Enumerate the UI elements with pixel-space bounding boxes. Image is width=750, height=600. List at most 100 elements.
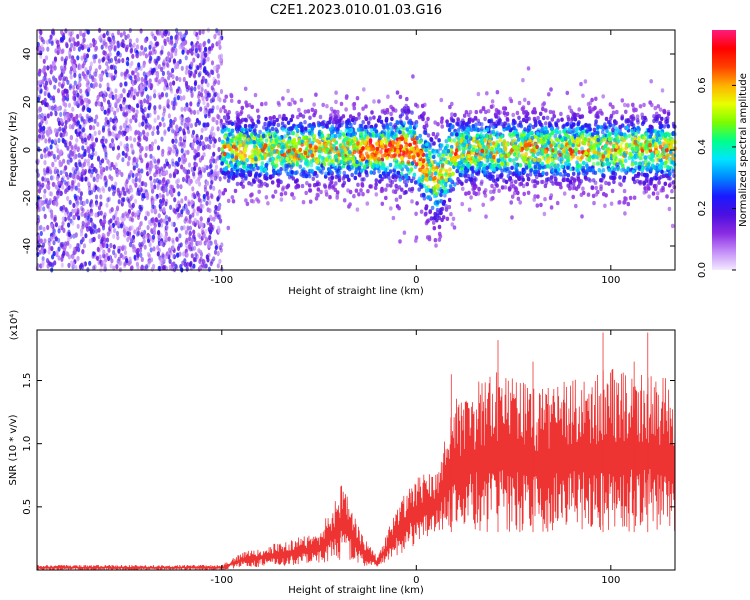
spectrogram-cell (42, 125, 46, 131)
spectrogram-cell (183, 262, 187, 268)
spectrogram-cell (89, 199, 94, 205)
spectrogram-cell (253, 92, 258, 98)
spectrogram-cell (138, 51, 143, 57)
spectrogram-cell (148, 169, 152, 175)
spectrogram-cell (104, 54, 108, 60)
spectrogram-cell (80, 55, 84, 61)
spectrogram-cell (113, 227, 117, 234)
spectrogram-cell (157, 213, 161, 219)
spectrogram-cell (197, 72, 201, 78)
spectrogram-cell (37, 207, 41, 213)
spectrogram-cell (85, 198, 89, 204)
spectrogram-cell (257, 173, 262, 178)
spectrogram-cell (336, 109, 340, 115)
spectrogram-cell (78, 73, 82, 79)
spectrogram-cell (193, 86, 197, 92)
spectrogram-cell (64, 88, 68, 94)
spectrogram-cell (160, 136, 164, 142)
spectrogram-cell (82, 151, 86, 157)
spectrogram-cell (43, 97, 47, 103)
spectrogram-cell (92, 58, 97, 64)
spectrogram-cell (114, 69, 118, 75)
spectrogram-cell (49, 64, 53, 70)
spectrogram-cell (162, 122, 166, 128)
spectrogram-cell (190, 61, 194, 67)
spectrogram-cell (102, 33, 106, 39)
spectrogram-cell (151, 130, 155, 136)
spectrogram-cell (65, 93, 70, 99)
spectrogram-cell (184, 149, 188, 156)
spectrogram-cell (133, 88, 137, 94)
spectrogram-cell (109, 57, 114, 64)
spectrogram-cell (184, 242, 188, 248)
spectrogram-cell (126, 231, 130, 237)
spectrogram-cell (161, 166, 166, 172)
spectrogram-cell (186, 121, 190, 127)
spectrogram-cell (135, 231, 140, 237)
spectrogram-cell (321, 102, 326, 108)
spectrogram-cell (108, 93, 112, 99)
spectrogram-cell (207, 242, 211, 249)
spectrogram-cell (86, 215, 90, 221)
spectrogram-cell (67, 153, 71, 159)
spectrogram-cell (89, 42, 93, 49)
spectrogram-cell (663, 163, 667, 169)
spectrogram-cell (56, 106, 60, 112)
spectrogram-cell (295, 132, 299, 138)
spectrogram-cell (183, 123, 187, 129)
spectrogram-cell (203, 184, 207, 190)
spectrogram-cell (58, 162, 62, 168)
spectrogram-cell (646, 162, 650, 167)
spectrogram-cell (107, 160, 111, 166)
spectrogram-cell (134, 113, 138, 119)
spectrogram-cell (49, 111, 53, 117)
spectrogram-cell (137, 130, 141, 136)
spectrogram-cell (60, 118, 64, 124)
spectrogram-cell (185, 237, 189, 243)
spectrogram-cell (84, 119, 88, 125)
spectrogram-cell (143, 82, 147, 88)
spectrogram-cell (146, 211, 150, 217)
spectrogram-cell (66, 112, 70, 118)
spectrogram-cell (247, 181, 251, 186)
spectrogram-cell (109, 64, 114, 70)
spectrogram-cell (63, 165, 67, 171)
spectrogram-cell (193, 245, 197, 251)
spectrogram-cell (203, 164, 207, 170)
spectrogram-cell (80, 116, 84, 122)
spectrogram-cell (599, 186, 603, 192)
spectrogram-cell (128, 234, 132, 240)
spectrogram-cell (428, 209, 433, 214)
spectrogram-cell (135, 37, 139, 44)
spectrogram-cell (185, 102, 189, 108)
spectrogram-cell (149, 40, 153, 46)
spectrogram-cell (192, 192, 196, 198)
spectrogram-cell (175, 126, 179, 133)
spectrogram-cell (77, 84, 81, 90)
spectrogram-cell (106, 65, 110, 71)
spectrogram-cell (334, 99, 338, 105)
spectrogram-cell (132, 165, 136, 171)
spectrogram-cell (38, 45, 42, 51)
spectrogram-cell (325, 157, 330, 162)
spectrogram-cell (265, 176, 269, 181)
spectrogram-cell (146, 99, 150, 105)
spectrogram-cell (158, 179, 162, 185)
spectrogram-cell (467, 207, 472, 212)
spectrogram-cell (204, 78, 208, 84)
spectrogram-cell (290, 97, 295, 103)
spectrogram-cell (571, 181, 576, 187)
spectrogram-cell (131, 53, 135, 59)
spectrogram-cell (165, 251, 169, 257)
spectrogram-cell (200, 155, 204, 161)
spectrogram-cell (107, 132, 111, 138)
spectrogram-cell (162, 188, 166, 194)
spectrogram-cell (160, 77, 164, 83)
spectrogram-cell (85, 44, 89, 50)
spectrogram-cell (557, 130, 562, 135)
spectrogram-cell (388, 122, 393, 127)
spectrogram-cell (76, 256, 80, 262)
spectrogram-cell (153, 35, 157, 42)
spectrogram-cell (92, 42, 96, 48)
spectrogram-cell (87, 117, 92, 124)
